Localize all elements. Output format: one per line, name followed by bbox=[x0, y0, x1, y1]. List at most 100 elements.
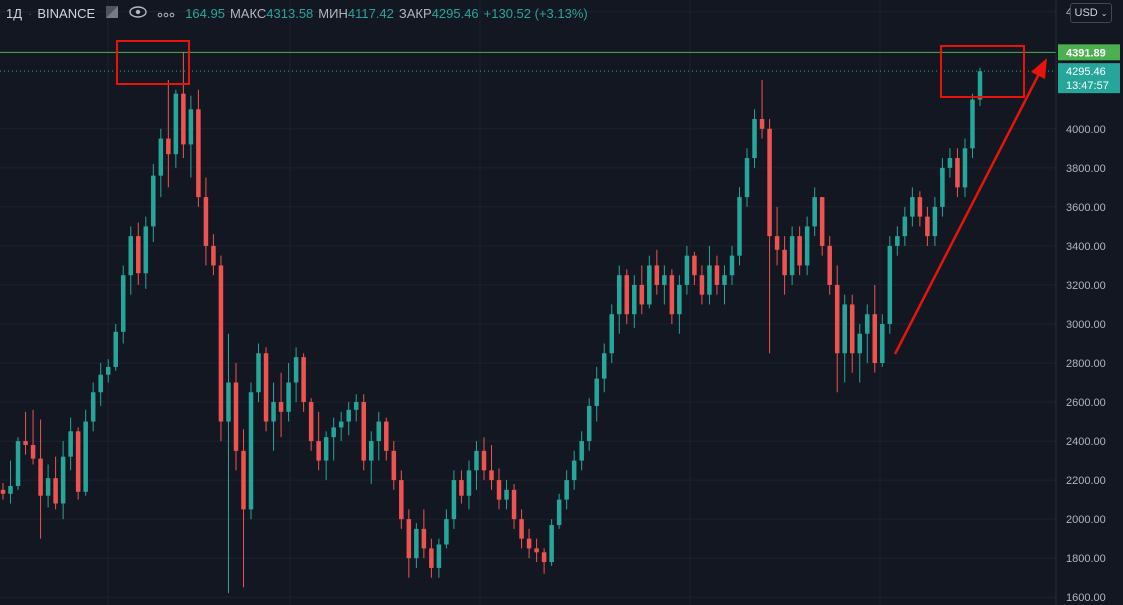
candle-body bbox=[353, 402, 359, 410]
candle-body bbox=[286, 382, 291, 412]
candle-body bbox=[699, 275, 705, 295]
candle-body bbox=[594, 378, 599, 406]
trend-arrow-line bbox=[893, 67, 1044, 355]
price-axis[interactable]: 4600.004000.003800.003600.003400.003200.… bbox=[1055, 0, 1123, 605]
candle-body bbox=[226, 382, 231, 422]
candle-body bbox=[827, 245, 832, 285]
candle-body bbox=[579, 441, 584, 461]
chart-type-icon[interactable] bbox=[105, 5, 119, 22]
candle-body bbox=[8, 485, 13, 494]
candle-body bbox=[714, 265, 720, 285]
candle-body bbox=[511, 489, 517, 520]
candle-body bbox=[83, 421, 88, 492]
candle-body bbox=[203, 197, 209, 246]
candle-body bbox=[586, 405, 592, 442]
candle-body bbox=[136, 236, 141, 274]
candle-body bbox=[23, 441, 28, 445]
candle-body bbox=[75, 431, 81, 492]
candle-body bbox=[489, 470, 494, 481]
candle-body bbox=[541, 552, 547, 563]
ohlc-high: 4313.58 bbox=[266, 5, 314, 21]
candle-body bbox=[256, 353, 261, 393]
more-icon[interactable] bbox=[157, 6, 175, 21]
currency-label: USD bbox=[1074, 7, 1098, 19]
candle-body bbox=[444, 519, 449, 545]
trend-arrow-head bbox=[1031, 58, 1047, 79]
chevron-down-icon: ⌄ bbox=[1100, 8, 1108, 18]
candle-body bbox=[474, 450, 479, 471]
candle-body bbox=[601, 353, 607, 379]
candle-body bbox=[181, 93, 186, 145]
candle-body bbox=[970, 99, 975, 149]
candle-body bbox=[384, 421, 389, 451]
candle-body bbox=[782, 249, 787, 276]
candle-body bbox=[925, 216, 930, 237]
candle-body bbox=[940, 167, 945, 207]
candle-body bbox=[842, 304, 847, 354]
candle-body bbox=[248, 392, 254, 510]
candle-body bbox=[323, 437, 329, 461]
tick-label: 3800.00 bbox=[1066, 163, 1106, 175]
chart-header: 1Д · BINANCE 164.95 МАКС 4313.58 МИН 411… bbox=[0, 0, 593, 26]
candle-body bbox=[887, 245, 893, 324]
candle-body bbox=[368, 441, 374, 461]
candle-body bbox=[60, 456, 66, 504]
candle-body bbox=[241, 450, 246, 510]
candle-body bbox=[857, 333, 863, 354]
candle-body bbox=[361, 402, 366, 461]
candle-body bbox=[789, 236, 795, 276]
candle-body bbox=[564, 480, 569, 500]
candle-body bbox=[526, 538, 532, 549]
interval-label[interactable]: 1Д bbox=[6, 5, 23, 21]
candle-body bbox=[962, 148, 968, 188]
candle-body bbox=[669, 275, 675, 315]
level-price-badge bbox=[1058, 44, 1120, 61]
candle-body bbox=[819, 197, 825, 246]
exchange-label[interactable]: BINANCE bbox=[37, 5, 96, 21]
candle-body bbox=[421, 528, 427, 549]
axis-background bbox=[1056, 0, 1123, 605]
highlight-box-right bbox=[940, 45, 1025, 98]
candle-body bbox=[556, 499, 562, 525]
candle-body bbox=[143, 226, 149, 274]
tick-label: 3600.00 bbox=[1066, 202, 1106, 214]
candle-body bbox=[151, 175, 156, 227]
tick-label: 2600.00 bbox=[1066, 397, 1106, 409]
candle-body bbox=[196, 109, 201, 198]
currency-selector[interactable]: USD ⌄ bbox=[1070, 3, 1112, 23]
candle-body bbox=[759, 119, 765, 129]
tick-label: 2400.00 bbox=[1066, 436, 1106, 448]
candlestick-series bbox=[0, 52, 983, 594]
candle-body bbox=[271, 402, 276, 422]
candle-body bbox=[752, 119, 757, 159]
chart-grid bbox=[0, 0, 1056, 605]
annotations bbox=[0, 40, 1056, 355]
candle-body bbox=[977, 71, 983, 100]
candle-body bbox=[38, 458, 43, 496]
candle-body bbox=[639, 284, 645, 305]
candle-body bbox=[429, 548, 434, 568]
candle-body bbox=[481, 450, 487, 471]
candle-body bbox=[932, 206, 938, 237]
last-price-label: 4295.46 bbox=[1066, 66, 1106, 78]
candle-body bbox=[684, 255, 690, 285]
candle-body bbox=[804, 226, 810, 266]
candle-body bbox=[105, 366, 111, 375]
candle-body bbox=[451, 480, 457, 520]
tick-label: 2000.00 bbox=[1066, 514, 1106, 526]
candle-body bbox=[98, 374, 103, 393]
eye-icon[interactable] bbox=[129, 5, 147, 21]
candle-body bbox=[406, 519, 412, 559]
candle-body bbox=[338, 421, 344, 428]
candle-body bbox=[722, 275, 727, 285]
candle-body bbox=[166, 138, 171, 155]
candle-body bbox=[504, 489, 509, 500]
candle-body bbox=[947, 158, 953, 168]
tick-label: 3400.00 bbox=[1066, 241, 1106, 253]
candle-body bbox=[910, 197, 915, 217]
candle-body bbox=[331, 427, 336, 438]
tick-label: 3000.00 bbox=[1066, 319, 1106, 331]
candle-body bbox=[218, 265, 224, 422]
candle-body bbox=[797, 236, 802, 266]
